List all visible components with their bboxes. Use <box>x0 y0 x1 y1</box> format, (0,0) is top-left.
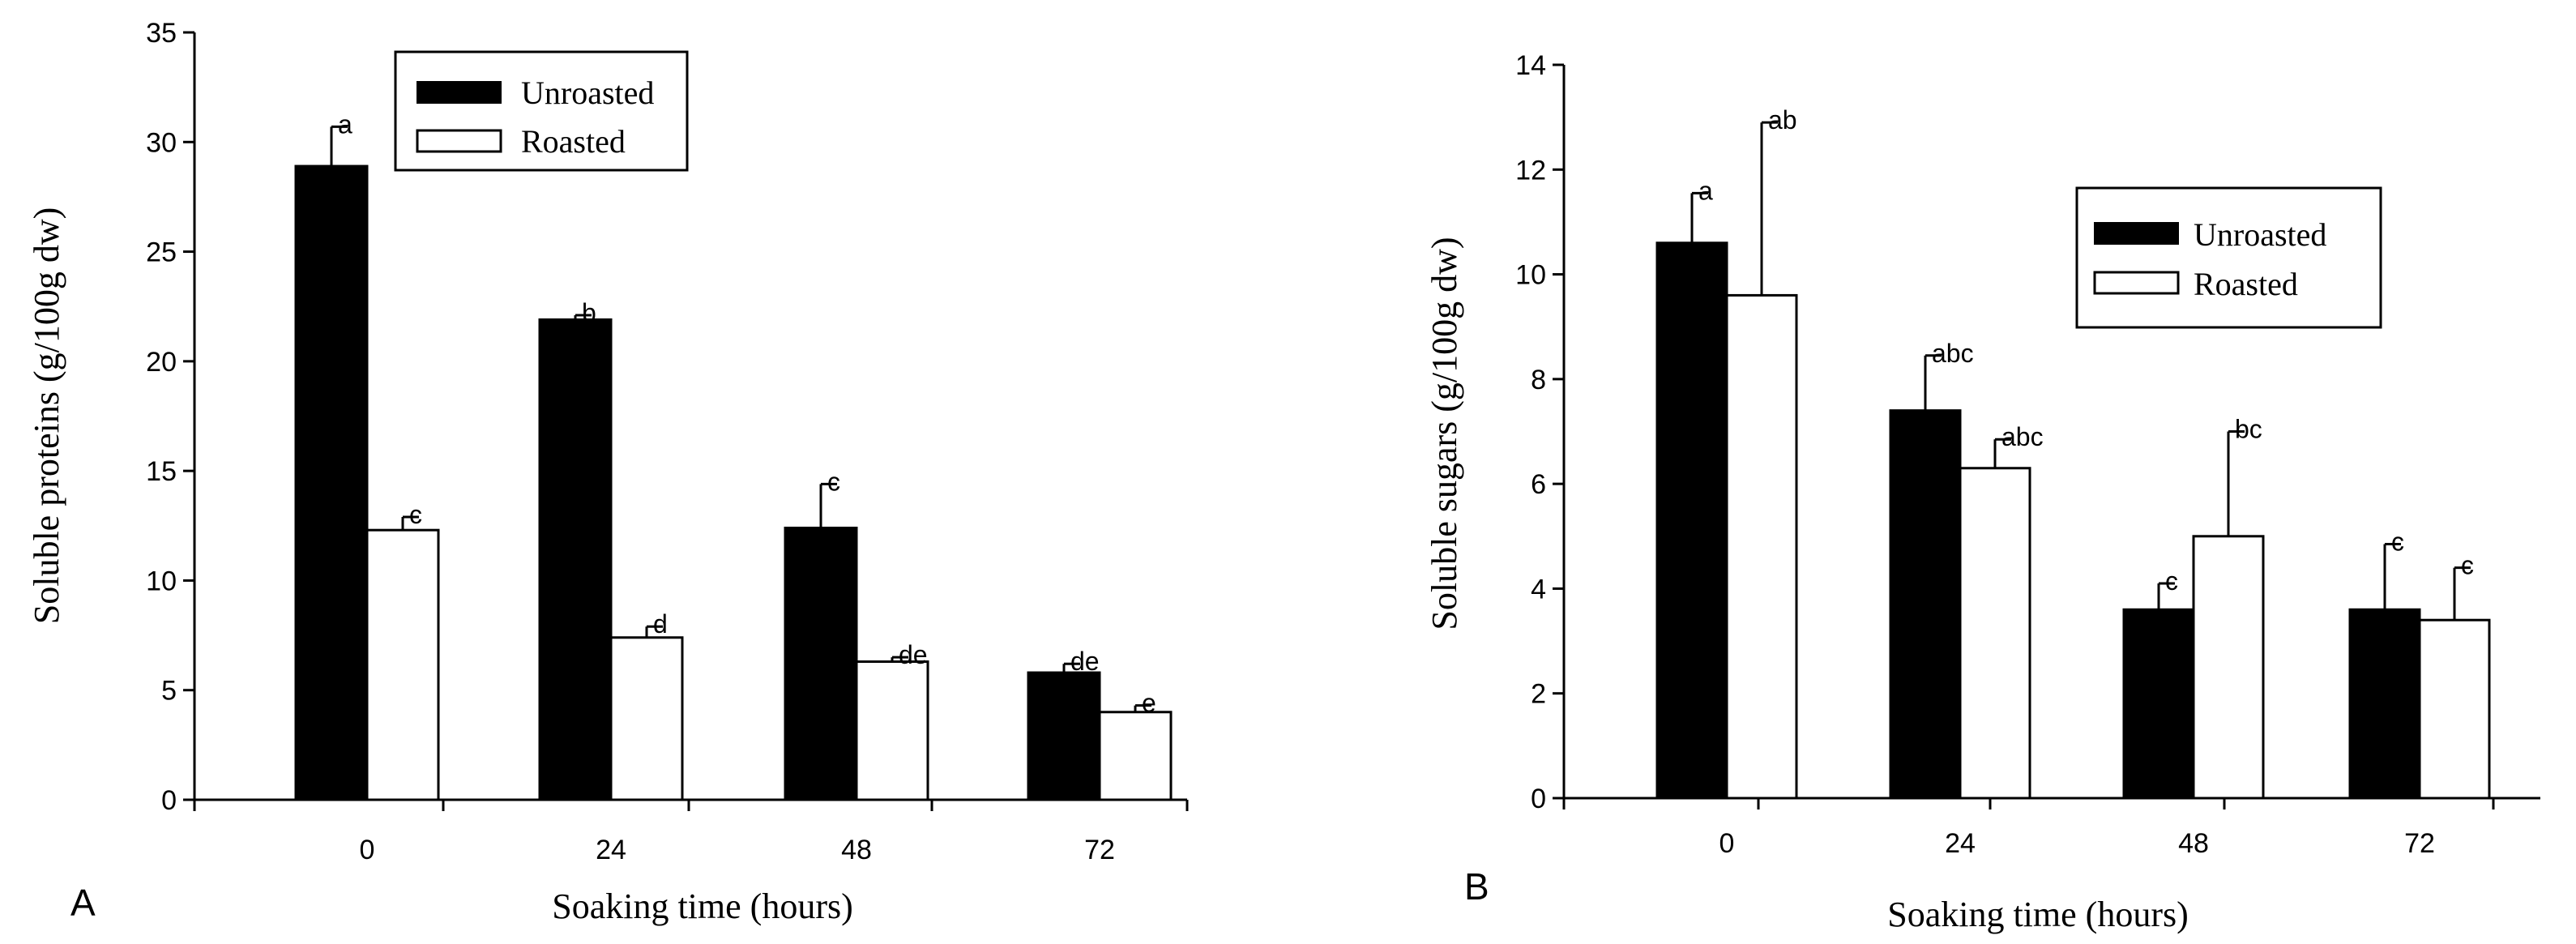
significance-letter: b <box>582 298 596 327</box>
x-tick-label: 72 <box>1084 835 1115 865</box>
x-tick-label: 0 <box>360 835 375 865</box>
panel-a-label: A <box>70 882 96 924</box>
bar-roasted-48 <box>855 660 929 801</box>
x-tick-label: 24 <box>1945 828 1976 859</box>
bar-roasted-24 <box>1959 467 2031 800</box>
bar-unroasted-0 <box>294 164 369 801</box>
y-tick-label: 0 <box>1531 784 1546 814</box>
panel-a-x-axis-label: Soaking time (hours) <box>552 886 853 926</box>
panel-b-legend-swatch-roasted <box>2093 271 2180 295</box>
panel-b-error-bars <box>1690 121 2471 621</box>
panel-b-y-axis-label: Soluble sugars (g/100g dw) <box>1425 237 1464 630</box>
significance-letter: a <box>338 109 352 139</box>
bar-unroasted-0 <box>1655 241 1728 800</box>
bar-roasted-72 <box>2418 618 2491 800</box>
y-tick-label: 6 <box>1531 469 1546 500</box>
panel-b-legend: Unroasted Roasted <box>2075 186 2382 329</box>
bar-roasted-48 <box>2192 535 2265 800</box>
y-tick-label: 5 <box>161 676 177 707</box>
y-tick-label: 20 <box>146 347 177 378</box>
panel-b-legend-swatch-unroasted <box>2094 222 2179 245</box>
panel-a-legend-label-roasted: Roasted <box>521 123 626 160</box>
panel-a-x-ticks: 0 24 48 72 <box>193 800 1189 865</box>
x-tick-label: 0 <box>1719 828 1735 859</box>
y-tick-label: 10 <box>146 566 177 596</box>
panel-b-significance-letters: a ab abc abc c bc c c <box>1698 105 2474 596</box>
panel-b-y-ticks: 0 2 4 6 8 10 12 14 <box>1515 50 1564 814</box>
significance-letter: c <box>2461 551 2474 580</box>
significance-letter: de <box>1070 647 1100 676</box>
y-tick-label: 2 <box>1531 679 1546 710</box>
significance-letter: ab <box>1768 105 1797 135</box>
bar-roasted-72 <box>1098 711 1173 801</box>
panel-a-legend-label-unroasted: Unroasted <box>521 75 654 111</box>
y-tick-label: 8 <box>1531 365 1546 395</box>
y-tick-label: 25 <box>146 237 177 268</box>
panel-b-label: B <box>1464 865 1489 908</box>
panel-b-legend-label-unroasted: Unroasted <box>2194 216 2326 253</box>
significance-letter: c <box>2165 566 2178 596</box>
y-tick-label: 30 <box>146 127 177 158</box>
y-tick-label: 0 <box>161 785 177 816</box>
panel-a-legend-swatch-roasted <box>416 129 502 153</box>
y-tick-label: 35 <box>146 18 177 49</box>
panel-a-y-ticks: 0 5 10 15 20 25 30 35 <box>146 18 194 816</box>
significance-letter: e <box>1142 689 1156 718</box>
significance-letter: d <box>653 609 668 639</box>
bar-roasted-24 <box>609 636 684 801</box>
y-tick-label: 15 <box>146 456 177 487</box>
x-tick-label: 72 <box>2404 828 2435 859</box>
significance-letter: c <box>409 500 422 529</box>
bar-unroasted-72 <box>1027 671 1101 801</box>
panel-a-significance-letters: a c b d c de de e <box>338 109 1156 717</box>
bar-roasted-0 <box>1725 293 1798 800</box>
significance-letter: abc <box>2001 422 2044 451</box>
panel-a-legend-swatch-unroasted <box>417 81 502 104</box>
y-tick-label: 14 <box>1515 50 1546 81</box>
x-tick-label: 48 <box>841 835 872 865</box>
significance-letter: de <box>899 640 928 669</box>
y-tick-label: 4 <box>1531 574 1546 604</box>
panel-b-legend-label-roasted: Roasted <box>2194 266 2298 302</box>
bar-unroasted-48 <box>784 526 858 801</box>
y-tick-label: 12 <box>1515 155 1546 186</box>
significance-letter: c <box>2391 527 2404 556</box>
bar-roasted-0 <box>365 528 440 801</box>
significance-letter: bc <box>2235 415 2262 444</box>
panel-a-legend: Unroasted Roasted <box>394 50 689 172</box>
panel-b-x-axis-label: Soaking time (hours) <box>1887 895 2189 934</box>
panel-a-y-axis-label: Soluble proteins (g/100g dw) <box>27 207 66 625</box>
bar-unroasted-24 <box>538 318 613 801</box>
significance-letter: c <box>827 467 840 496</box>
panel-b-x-ticks: 0 24 48 72 <box>1562 798 2495 859</box>
bar-unroasted-48 <box>2122 608 2195 800</box>
significance-letter: a <box>1698 176 1713 205</box>
significance-letter: abc <box>1932 339 1974 368</box>
y-tick-label: 10 <box>1515 260 1546 291</box>
panel-b-legend-box <box>2075 186 2382 329</box>
bar-unroasted-72 <box>2348 608 2421 800</box>
bar-unroasted-24 <box>1889 409 1962 800</box>
panel-a-chart: 0 5 10 15 20 25 30 35 a c b d c de de e 0 24 48 72 Solubl… <box>27 18 1189 926</box>
panel-b-bars <box>1655 241 2491 800</box>
x-tick-label: 48 <box>2178 828 2209 859</box>
panel-a-error-bars <box>330 125 1151 712</box>
x-tick-label: 24 <box>596 835 626 865</box>
